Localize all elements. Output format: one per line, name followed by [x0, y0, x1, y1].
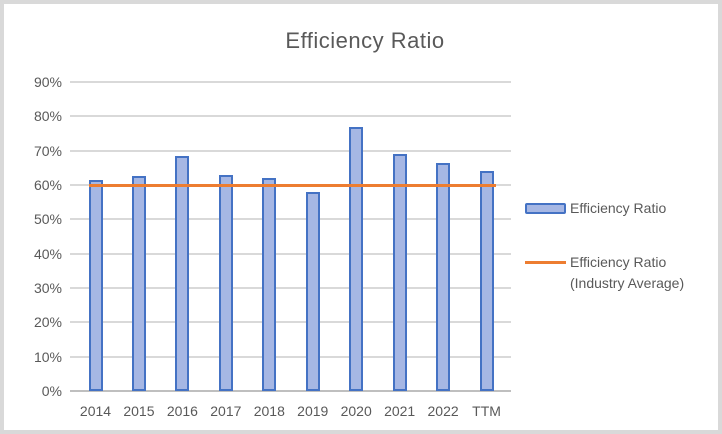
x-axis-tick-2019: 2019 [297, 403, 329, 419]
x-axis-tick-2015: 2015 [123, 403, 155, 419]
legend-label-industry-average: Efficiency Ratio (Industry Average) [570, 252, 684, 294]
bar-TTM [479, 171, 494, 391]
x-axis-tick-TTM: TTM [472, 403, 501, 419]
bar-2016 [175, 155, 190, 391]
x-axis-line [70, 390, 511, 392]
y-axis-tick-60%: 60% [33, 177, 62, 193]
x-axis-tick-2016: 2016 [166, 403, 198, 419]
gridline-70% [70, 149, 511, 152]
legend-item-efficiency-ratio: Efficiency Ratio [525, 198, 666, 219]
y-axis-tick-20%: 20% [33, 314, 62, 331]
gridline-10% [70, 355, 511, 358]
bar-2021 [392, 154, 407, 391]
bar-2015 [131, 176, 146, 391]
gridline-90% [70, 81, 511, 83]
y-axis-tick-0%: 0% [41, 383, 62, 399]
x-axis-tick-2017: 2017 [210, 403, 242, 419]
gridline-40% [70, 252, 511, 255]
y-axis-tick-10%: 10% [33, 348, 62, 365]
x-axis-tick-2021: 2021 [384, 403, 416, 419]
y-axis-tick-50%: 50% [33, 211, 62, 228]
x-axis-tick-2014: 2014 [79, 403, 112, 419]
bar-2017 [218, 174, 233, 391]
bar-2018 [262, 178, 277, 391]
y-axis-tick-30%: 30% [33, 280, 62, 296]
x-axis-tick-2018: 2018 [253, 403, 285, 419]
y-axis-tick-40%: 40% [33, 245, 62, 262]
gridline-30% [70, 287, 511, 289]
gridline-80% [70, 115, 511, 118]
legend-item-industry-average: Efficiency Ratio (Industry Average) [525, 252, 684, 294]
legend-label-line2: (Industry Average) [570, 275, 685, 291]
industry-average-line [89, 184, 496, 187]
bar-2022 [436, 162, 451, 391]
x-axis-tick-2020: 2020 [340, 403, 372, 419]
bar-2019 [305, 191, 320, 391]
x-axis-tick-2022: 2022 [427, 403, 459, 419]
y-axis-tick-90%: 90% [33, 74, 62, 90]
plot-area: 0% 10% 20% 30% 40% 50% 60% 70% 80% 90% 2014 2015 201… [4, 4, 718, 430]
line-series-swatch-icon [525, 261, 566, 264]
legend-label-efficiency-ratio: Efficiency Ratio [570, 200, 667, 216]
gridline-50% [70, 218, 511, 221]
y-axis-tick-80%: 80% [33, 108, 62, 125]
y-axis-tick-70%: 70% [33, 142, 62, 159]
chart-title: Efficiency Ratio [285, 28, 445, 53]
bar-2020 [349, 126, 364, 391]
legend-label-line1: Efficiency Ratio [570, 254, 667, 270]
bar-2014 [88, 179, 103, 391]
gridline-20% [70, 321, 511, 324]
bar-series-swatch-icon [525, 203, 566, 214]
